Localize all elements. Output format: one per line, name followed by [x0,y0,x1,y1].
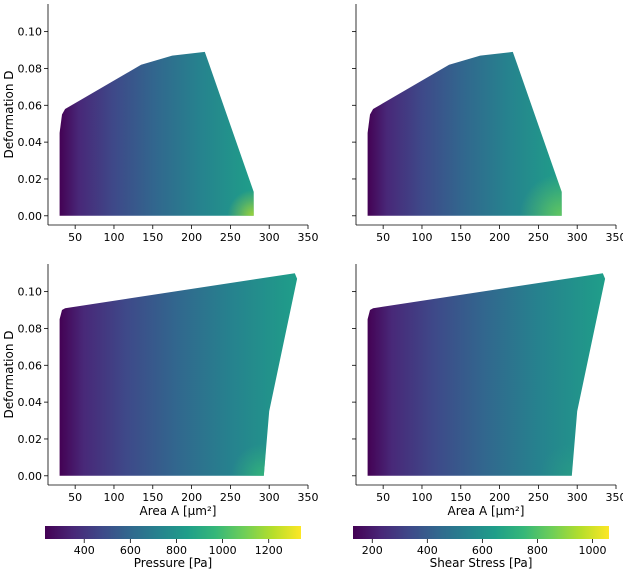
x-tick-label: 100 [411,491,432,504]
x-tick-label: 350 [298,231,319,244]
y-axis-label: Deformation D [2,71,16,159]
x-tick-label: 300 [259,231,280,244]
y-tick-label: 0.02 [18,173,43,186]
x-tick-label: 150 [450,491,471,504]
x-tick-label: 250 [220,231,241,244]
heatmap-region [59,273,298,476]
x-axis-label: Area A [µm²] [140,504,217,518]
x-tick-label: 50 [68,491,82,504]
heatmap-region [367,273,606,476]
y-axis-label: Deformation D [2,331,16,419]
colorbar-tick-label: 600 [120,544,141,557]
chart-panel-bottom-right: 50 100 150 200 250 300 350 Area A [µm²] [352,264,623,518]
colorbar-tick-label: 1000 [578,544,606,557]
colorbar-pressure: 400 600 800 1000 1200 Pressure [Pa] [45,526,301,570]
colorbar-tick-label: 200 [362,544,383,557]
x-tick-label: 350 [298,491,319,504]
x-tick-label: 300 [567,231,588,244]
x-tick-label: 200 [181,231,202,244]
x-tick-label: 300 [259,491,280,504]
heatmap-region [59,51,254,216]
x-tick-label: 250 [220,491,241,504]
colorbar-tick-label: 400 [74,544,95,557]
x-tick-label: 350 [606,231,623,244]
x-tick-label: 200 [489,491,510,504]
x-tick-label: 300 [567,491,588,504]
y-tick-label: 0.10 [18,286,43,299]
colorbar-tick-label: 400 [417,544,438,557]
heatmap-region [367,51,562,216]
y-tick-label: 0.00 [18,470,43,483]
heatmap-high-value-area [227,189,254,216]
y-tick-label: 0.00 [18,210,43,223]
y-tick-label: 0.02 [18,433,43,446]
x-tick-label: 50 [376,231,390,244]
y-tick-label: 0.06 [18,99,43,112]
chart-panel-bottom-left: 50 100 150 200 250 300 350 0.00 0.02 0.04 0.06 0.08… [2,264,319,518]
x-tick-label: 150 [142,231,163,244]
x-tick-label: 200 [489,231,510,244]
colorbar-gradient [45,526,301,539]
heatmap-high-value-area [519,173,562,216]
colorbar-label: Pressure [Pa] [134,556,212,570]
colorbar-tick-label: 800 [166,544,187,557]
chart-panel-top-right: 50 100 150 200 250 300 350 [352,4,623,244]
colorbar-tick-label: 1000 [209,544,237,557]
x-tick-label: 50 [68,231,82,244]
y-tick-label: 0.10 [18,26,43,39]
colorbar-label: Shear Stress [Pa] [430,556,533,570]
y-tick-label: 0.08 [18,62,43,75]
x-tick-label: 150 [142,491,163,504]
colorbar-gradient [353,526,609,539]
x-axis-label: Area A [µm²] [448,504,525,518]
colorbar-tick-label: 1200 [255,544,283,557]
x-tick-label: 250 [528,491,549,504]
x-tick-label: 50 [376,491,390,504]
x-tick-label: 100 [103,231,124,244]
x-tick-label: 100 [103,491,124,504]
y-tick-label: 0.04 [18,396,43,409]
y-tick-label: 0.04 [18,136,43,149]
colorbar-tick-label: 800 [527,544,548,557]
x-tick-label: 250 [528,231,549,244]
x-tick-label: 350 [606,491,623,504]
y-tick-label: 0.08 [18,322,43,335]
x-tick-label: 150 [450,231,471,244]
colorbar-shear-stress: 200 400 600 800 1000 Shear Stress [Pa] [353,526,609,570]
y-tick-label: 0.06 [18,359,43,372]
x-tick-label: 200 [181,491,202,504]
chart-panel-top-left: 50 100 150 200 250 300 350 0.00 0.02 0.04 0.06 0.08… [2,4,319,244]
colorbar-tick-label: 600 [472,544,493,557]
x-tick-label: 100 [411,231,432,244]
